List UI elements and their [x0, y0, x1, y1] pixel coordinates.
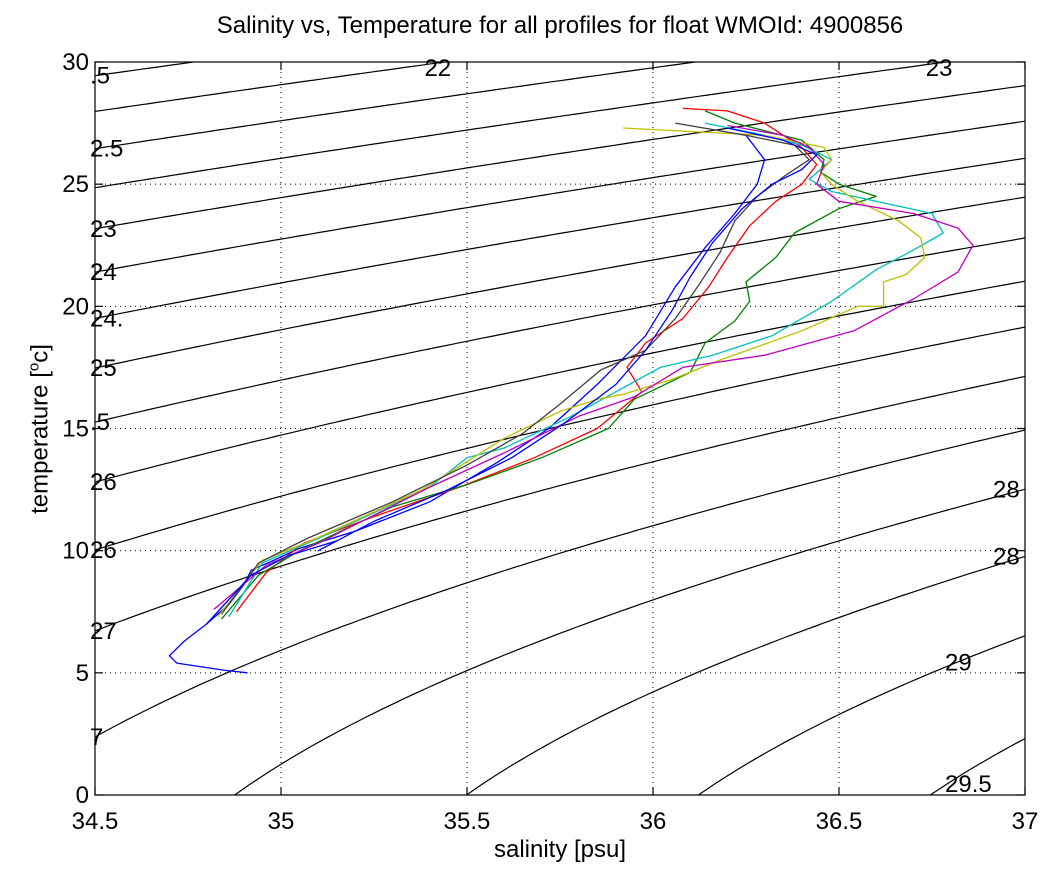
y-axis-label-superscript: o — [25, 362, 43, 372]
y-axis-ticks: 0 5 10 15 20 25 30 — [62, 49, 1025, 809]
y-tick-label: 5 — [76, 660, 89, 687]
y-axis-label-main: temperature [ — [26, 371, 54, 514]
density-contour-line — [95, 85, 1025, 230]
x-tick-label: 36 — [640, 808, 667, 835]
grid-lines — [95, 62, 1025, 795]
density-contour-label: 28 — [993, 476, 1020, 503]
x-tick-label: 35 — [268, 808, 295, 835]
profile-line — [220, 122, 810, 615]
chart-title: Salinity vs, Temperature for all profile… — [216, 12, 904, 39]
density-contour-label: 26 — [90, 537, 117, 564]
density-contour-label: 25 — [90, 355, 117, 382]
x-tick-label: 36.5 — [816, 808, 863, 835]
density-contour-label: 24 — [90, 259, 117, 286]
y-tick-label: 20 — [62, 293, 89, 320]
density-contour-label: 26 — [90, 469, 117, 496]
density-contour-label: 23 — [90, 216, 117, 243]
density-contour-line — [95, 196, 1025, 369]
x-tick-label: 35.5 — [444, 808, 491, 835]
density-contour-label: 22 — [424, 55, 451, 82]
density-contour-label: .5 — [90, 63, 110, 90]
density-contour-line — [465, 555, 1025, 795]
profile-series — [168, 107, 974, 674]
density-contour-label: .5 — [90, 409, 110, 436]
density-contour-line — [95, 429, 1025, 738]
y-tick-label: 0 — [76, 782, 89, 809]
profile-line — [213, 124, 974, 610]
density-contour-label: 29.5 — [945, 771, 992, 798]
density-contour-line — [95, 62, 951, 189]
x-tick-label: 34.5 — [72, 808, 119, 835]
profile-line — [228, 122, 944, 617]
density-contour-line — [95, 280, 1025, 483]
density-contour-label: 28 — [993, 543, 1020, 570]
y-tick-label: 15 — [62, 416, 89, 443]
density-contours — [95, 62, 1025, 795]
density-contour-line — [95, 62, 700, 150]
density-contour-line — [95, 157, 1025, 319]
profile-line — [206, 127, 818, 625]
profile-line — [235, 107, 818, 613]
density-contour-line — [697, 635, 1025, 795]
y-axis-label: temperature [oc] — [26, 344, 55, 514]
density-contour-label: 27 — [90, 618, 117, 645]
x-axis-label: salinity [psu] — [493, 836, 627, 863]
y-tick-label: 10 — [62, 538, 89, 565]
y-tick-label: 25 — [62, 171, 89, 198]
density-contour-label: 23 — [926, 55, 953, 82]
x-axis-ticks: 34.5 35 35.5 36 36.5 37 — [72, 62, 1039, 835]
density-contour-label: 7 — [90, 724, 103, 751]
density-contour-label: 29 — [945, 650, 972, 677]
y-axis-label-end: c] — [26, 344, 54, 363]
y-tick-label: 30 — [62, 49, 89, 76]
x-tick-label: 37 — [1012, 808, 1039, 835]
density-contour-line — [233, 488, 1025, 795]
density-contour-line — [95, 120, 1025, 273]
density-contour-line — [95, 237, 1025, 423]
profile-line — [217, 127, 926, 618]
density-contour-line — [95, 62, 449, 112]
